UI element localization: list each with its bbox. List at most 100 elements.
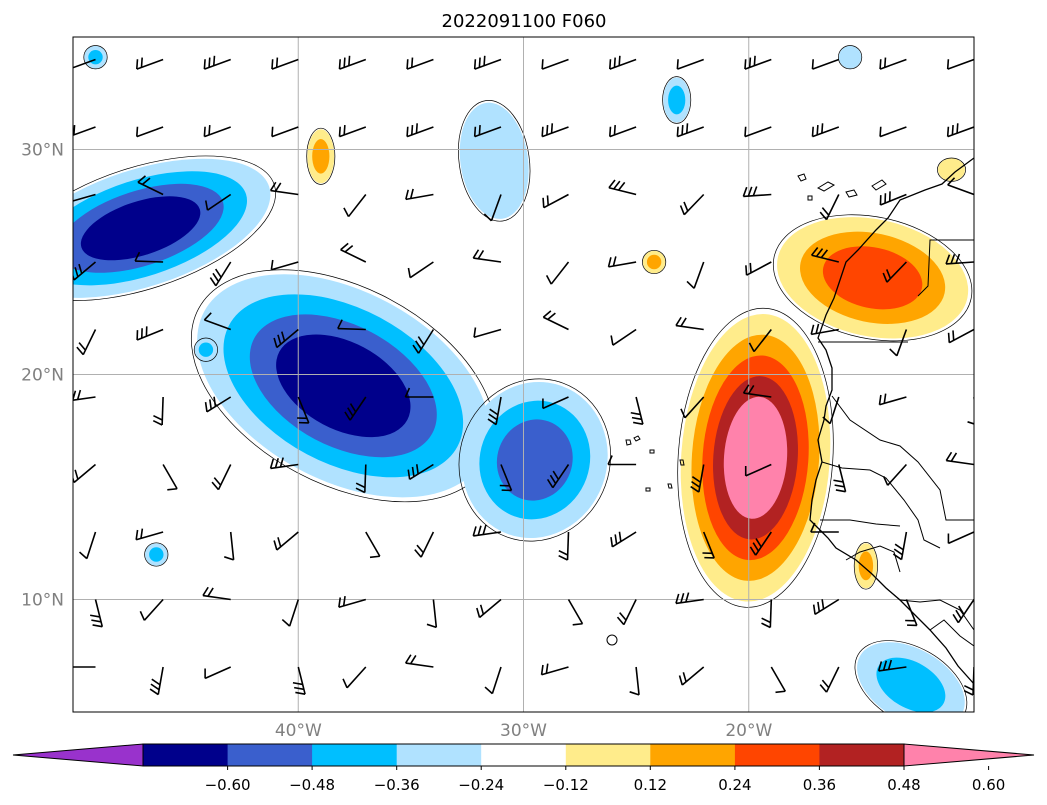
wind-barb <box>297 396 310 424</box>
colorbar-swatch <box>650 744 736 766</box>
wind-barb <box>905 599 918 627</box>
wind-barb <box>702 531 715 559</box>
colorbar-swatch <box>481 744 567 766</box>
wind-barb <box>542 193 569 209</box>
wind-barb <box>472 524 502 537</box>
wind-barb <box>224 531 235 561</box>
colorbar-swatch <box>819 744 905 766</box>
latitude-labels: 30°N 20°N 10°N <box>21 141 64 611</box>
wind-barb <box>811 58 840 70</box>
wind-barb <box>203 124 231 138</box>
wind-barb <box>812 598 840 616</box>
colorbar: −0.60 −0.48 −0.36 −0.24 −0.12 0.12 0.24 0.36 0.4… <box>12 743 1035 794</box>
wind-barb <box>608 179 637 196</box>
wind-barb <box>541 58 569 70</box>
wind-barb <box>483 194 502 222</box>
wind-barb <box>608 55 637 70</box>
cape-verde-islands <box>606 435 685 646</box>
wind-barb <box>271 57 299 70</box>
wind-barb <box>610 531 637 548</box>
contour-pos-main-blob <box>677 307 834 608</box>
longitude-labels: 40°W 30°W 20°W <box>275 721 773 741</box>
wind-barb <box>202 586 231 601</box>
colorbar-tick-label: 0.48 <box>887 776 920 794</box>
country-borders <box>818 239 974 647</box>
wind-barb <box>211 464 232 491</box>
wind-barb <box>292 666 306 695</box>
wind-barb <box>546 464 570 489</box>
lon-tick-label: 20°W <box>725 721 772 741</box>
wind-barb <box>149 666 164 696</box>
contour-neg-dot-1 <box>83 45 108 70</box>
contour-neg-top-small <box>662 76 692 124</box>
wind-barb <box>344 396 367 421</box>
wind-barb <box>608 124 637 138</box>
wind-barb <box>567 599 584 626</box>
contour-neg-dot-2 <box>193 337 218 362</box>
colorbar-swatch <box>143 744 229 766</box>
wind-barb <box>819 194 840 221</box>
wind-barb <box>355 464 367 494</box>
wind-barb <box>675 316 704 331</box>
wind-barb <box>137 175 164 196</box>
wind-barb <box>271 126 299 138</box>
wind-barb <box>541 123 569 138</box>
wind-barb <box>744 463 772 477</box>
wind-barb <box>610 328 637 346</box>
wind-barb <box>473 124 502 138</box>
wind-barb <box>338 55 367 70</box>
wind-barb <box>542 396 569 410</box>
wind-barb <box>819 666 840 693</box>
wind-barb <box>540 663 569 676</box>
contour-neg-southeast <box>854 640 968 712</box>
wind-barb <box>73 261 97 281</box>
wind-barb <box>947 531 974 545</box>
wind-barb <box>78 531 97 560</box>
wind-barb <box>822 396 840 425</box>
lat-tick-label: 10°N <box>21 591 64 611</box>
wind-barb <box>412 329 435 354</box>
wind-barb <box>811 123 840 138</box>
wind-barb <box>135 528 164 541</box>
wind-barb <box>203 312 231 331</box>
contour-neg-dot-4 <box>838 45 863 70</box>
wind-barb <box>204 193 232 211</box>
wind-barb <box>473 55 502 70</box>
wind-barb <box>967 396 974 426</box>
wind-barb <box>407 463 434 481</box>
colorbar-tick-label: −0.48 <box>289 776 335 794</box>
wind-barb <box>162 464 178 491</box>
wind-barb <box>542 310 569 331</box>
wind-barb <box>675 592 704 605</box>
wind-barb <box>879 191 907 206</box>
wind-barb <box>342 666 367 689</box>
wind-barb <box>630 396 644 425</box>
wind-barb <box>744 126 772 138</box>
wind-barb <box>152 396 164 426</box>
wind-barb <box>73 124 96 138</box>
wind-barb <box>273 328 299 349</box>
colorbar-tick-label: −0.12 <box>543 776 589 794</box>
coastlines <box>606 157 974 685</box>
wind-barbs <box>73 55 974 696</box>
wind-barb <box>270 259 299 271</box>
wind-barb <box>73 463 97 484</box>
wind-barb <box>833 464 847 493</box>
wind-barb <box>406 123 434 138</box>
wind-barb <box>203 55 231 70</box>
lon-tick-label: 40°W <box>275 721 322 741</box>
wind-barb <box>882 463 907 486</box>
colorbar-tick-label: −0.24 <box>458 776 504 794</box>
wind-barb <box>878 393 907 406</box>
colorbar-swatch <box>565 744 651 766</box>
contour-neg-dot-3 <box>144 542 169 567</box>
colorbar-swatch <box>227 744 313 766</box>
wind-barb <box>946 123 974 138</box>
wind-barb <box>73 58 96 70</box>
contour-pos-northeast-blob <box>772 214 973 342</box>
wind-barb <box>742 384 772 398</box>
contour-pos-dot-3 <box>937 157 966 182</box>
wind-barb <box>484 666 502 695</box>
wind-barb <box>135 126 164 138</box>
map-frame <box>72 36 975 713</box>
